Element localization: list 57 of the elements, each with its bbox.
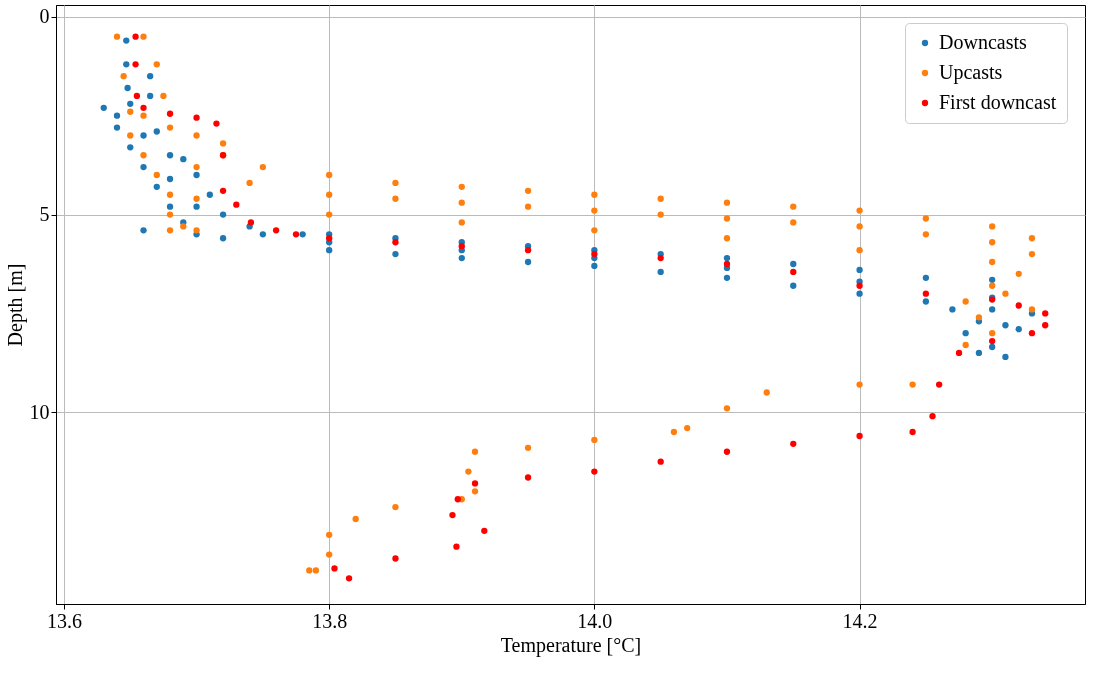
x-axis-title: Temperature [°C] (500, 633, 642, 657)
point (1042, 322, 1049, 329)
y-tick-label: 10 (29, 400, 50, 423)
point (453, 543, 460, 550)
point (133, 92, 141, 100)
point (219, 187, 227, 194)
point (1028, 330, 1036, 337)
point (392, 239, 399, 246)
y-tick-label: 5 (39, 203, 50, 226)
point (345, 575, 353, 582)
legend-label: Downcasts (939, 31, 1027, 53)
point (1042, 310, 1049, 317)
point (856, 282, 863, 289)
point (449, 511, 456, 519)
x-tick-label: 14.0 (577, 609, 613, 632)
point (458, 243, 465, 250)
x-tick-label: 14.2 (842, 609, 878, 632)
point (132, 33, 139, 40)
point (856, 432, 863, 440)
point (591, 468, 598, 475)
point (471, 480, 479, 487)
point (132, 61, 139, 68)
point (1015, 302, 1022, 309)
point (454, 496, 461, 503)
x-tick-label: 13.8 (312, 609, 348, 632)
x-tick-label: 13.6 (46, 609, 82, 632)
point (790, 440, 797, 448)
point (247, 219, 255, 226)
point (213, 120, 220, 127)
point (292, 231, 300, 238)
point (922, 290, 930, 297)
point (326, 235, 333, 242)
point (723, 260, 731, 268)
point (272, 227, 280, 234)
point (193, 114, 200, 121)
point (140, 104, 147, 111)
point (657, 254, 664, 262)
y-axis-title: Depth [m] (3, 263, 27, 347)
point (392, 555, 399, 562)
point (524, 474, 532, 481)
point (166, 110, 174, 117)
point (657, 458, 664, 465)
point (331, 565, 338, 572)
point (989, 337, 996, 345)
legend-label: First downcast (939, 91, 1057, 113)
point (909, 428, 916, 436)
point (524, 246, 532, 254)
point (481, 527, 488, 535)
point (935, 381, 943, 388)
point (790, 268, 797, 276)
point (233, 201, 240, 208)
point (591, 250, 598, 258)
point (955, 349, 963, 357)
point (723, 448, 731, 455)
y-tick-label: 0 (39, 5, 50, 28)
legend-label: Upcasts (939, 61, 1003, 84)
point (929, 413, 936, 420)
